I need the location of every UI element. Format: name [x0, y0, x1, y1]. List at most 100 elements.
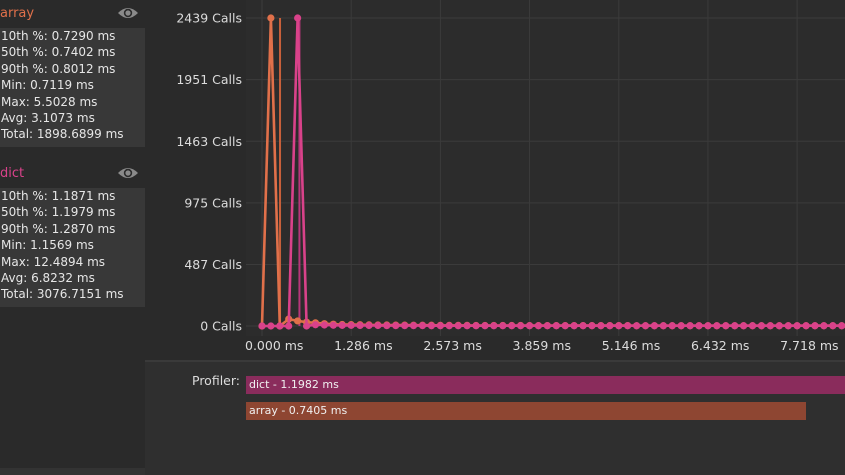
y-tick-label: 1951 Calls: [176, 72, 242, 87]
stat-p10: 10th %: 1.1871 ms: [1, 189, 116, 203]
profiler-label: Profiler:: [192, 373, 240, 388]
data-point-dict: [481, 322, 489, 330]
divider: [145, 360, 845, 362]
x-tick-label: 3.859 ms: [513, 338, 571, 353]
data-point-dict: [463, 322, 471, 330]
data-point-dict: [329, 321, 337, 329]
profiler-bar-dict[interactable]: dict - 1.1982 ms: [246, 376, 845, 394]
y-tick-label: 975 Calls: [184, 195, 242, 210]
data-point-dict: [677, 322, 685, 330]
data-point-dict: [490, 322, 498, 330]
data-point-dict: [445, 322, 453, 330]
data-point-dict: [615, 322, 623, 330]
data-point-dict: [356, 321, 364, 330]
stat-p50: 50th %: 1.1979 ms: [1, 205, 116, 220]
data-point-dict: [704, 322, 712, 330]
data-point-dict: [811, 322, 819, 330]
data-point-dict: [418, 322, 427, 330]
data-point-dict: [641, 322, 650, 330]
data-point-dict: [517, 322, 525, 330]
series-name: array: [0, 6, 35, 21]
data-point-dict: [472, 322, 480, 330]
data-point-dict: [722, 322, 730, 330]
y-tick-label: 1463 Calls: [176, 134, 242, 149]
data-point-dict: [561, 322, 569, 330]
data-point-dict: [258, 322, 266, 330]
data-point-dict: [588, 322, 596, 330]
stat-min: Min: 0.7119 ms: [1, 78, 94, 93]
data-point-dict: [739, 322, 748, 330]
stat-p90: 90th %: 1.2870 ms: [1, 221, 116, 236]
series-name: dict: [0, 166, 25, 181]
plot-area: [246, 0, 845, 336]
data-point-dict: [285, 322, 293, 330]
data-point-dict: [802, 322, 810, 330]
data-point-dict: [766, 322, 774, 330]
data-point-dict: [543, 322, 551, 330]
data-point-dict: [597, 322, 605, 330]
data-point-dict: [633, 322, 641, 330]
y-tick-label: 487 Calls: [184, 257, 242, 272]
data-point-dict: [757, 322, 766, 330]
data-point-dict: [427, 322, 436, 330]
y-axis: 0 Calls 487 Calls 975 Calls 1463 Calls 1951 …: [176, 11, 242, 334]
x-tick-label: 0.000 ms: [245, 338, 303, 353]
y-tick-label: 2439 Calls: [176, 11, 242, 26]
data-point-dict: [570, 322, 578, 330]
x-axis: 0.000 ms 1.286 ms 2.573 ms 3.859 ms 5.146 ms…: [245, 338, 839, 353]
data-point-dict: [624, 322, 632, 330]
stat-avg: Avg: 6.8232 ms: [1, 271, 95, 286]
data-point-dict: [695, 322, 703, 330]
stats-list: 10th %: 0.7290 ms 50th %: 0.7402 ms 90th…: [0, 28, 145, 147]
data-point-dict: [347, 321, 355, 329]
data-point-dict: [365, 321, 373, 330]
data-point-dict: [302, 322, 311, 330]
data-point-dict: [829, 322, 837, 330]
data-point-dict: [409, 322, 418, 330]
data-point-dict: [320, 321, 328, 329]
stat-p10: 10th %: 0.7290 ms: [1, 29, 116, 43]
data-point-dict: [793, 322, 801, 330]
data-point-dict: [713, 322, 721, 330]
data-point-dict: [454, 322, 462, 330]
stat-p50: 50th %: 0.7402 ms: [1, 45, 116, 60]
profiler-bar-array[interactable]: array - 0.7405 ms: [246, 402, 806, 420]
data-point-dict: [392, 322, 400, 330]
x-tick-label: 7.718 ms: [780, 338, 838, 353]
stat-p90: 90th %: 0.8012 ms: [1, 61, 116, 76]
data-point-dict: [401, 322, 409, 330]
sidebar-footer: [0, 468, 145, 475]
eye-icon[interactable]: [117, 4, 139, 22]
data-point-dict: [311, 321, 320, 329]
stat-max: Max: 5.5028 ms: [1, 94, 98, 109]
series-panel-array: array 10th %: 0.7290 ms 50th %: 0.7402 m…: [0, 0, 145, 147]
stat-avg: Avg: 3.1073 ms: [1, 111, 95, 126]
data-point-dict: [606, 322, 614, 330]
data-point-dict: [552, 322, 560, 330]
data-point-dict: [525, 322, 534, 330]
data-point-dict: [748, 322, 757, 330]
stat-total: Total: 3076.7151 ms: [1, 287, 124, 302]
data-point-dict: [374, 321, 382, 330]
data-point-dict: [294, 14, 302, 22]
data-point-dict: [499, 322, 507, 330]
data-point-dict: [338, 321, 346, 329]
data-point-dict: [276, 322, 284, 330]
series-header: array: [0, 0, 145, 28]
series-sidebar: array 10th %: 0.7290 ms 50th %: 0.7402 m…: [0, 0, 145, 475]
x-tick-label: 6.432 ms: [691, 338, 749, 353]
stat-total: Total: 1898.6899 ms: [1, 127, 124, 142]
series: [258, 14, 845, 330]
data-point-array: [294, 317, 302, 325]
data-point-array: [267, 14, 275, 22]
eye-icon[interactable]: [117, 164, 139, 182]
data-point-dict: [775, 322, 783, 330]
series-panel-dict: dict 10th %: 1.1871 ms 50th %: 1.1979 ms…: [0, 160, 145, 307]
y-tick-label: 0 Calls: [200, 319, 242, 334]
data-point-dict: [838, 322, 845, 330]
x-tick-label: 2.573 ms: [423, 338, 481, 353]
stats-list: 10th %: 1.1871 ms 50th %: 1.1979 ms 90th…: [0, 188, 145, 307]
data-point-dict: [436, 322, 444, 330]
data-point-dict: [659, 322, 667, 330]
data-point-dict: [731, 322, 739, 330]
